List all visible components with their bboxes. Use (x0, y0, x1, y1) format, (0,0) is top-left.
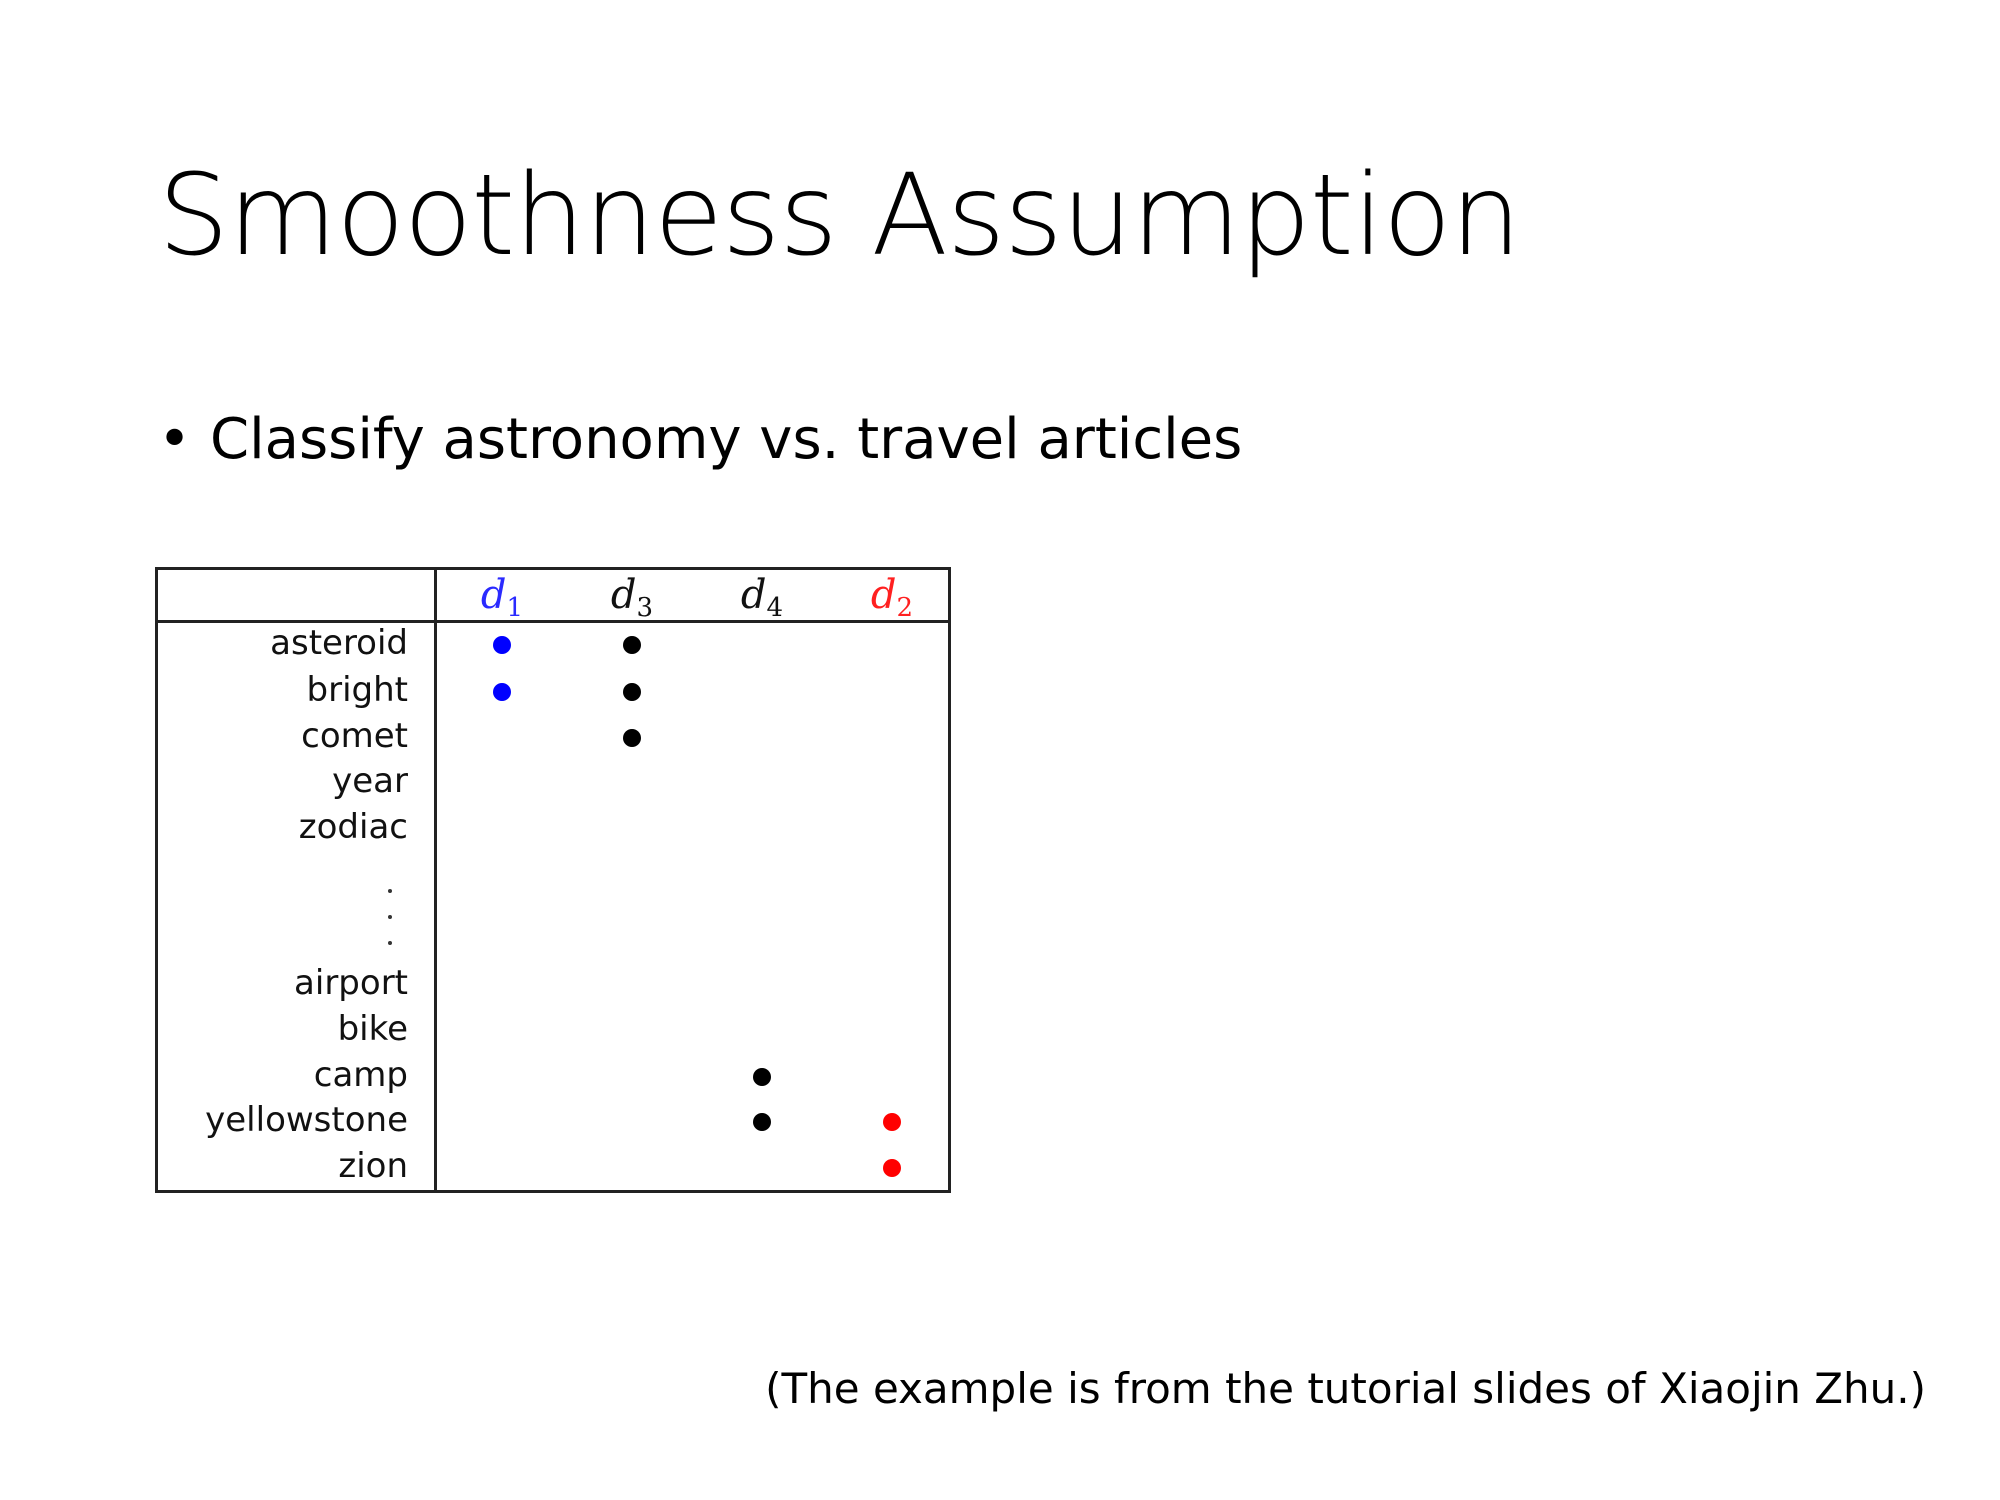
column-header-d1: d1 (472, 572, 532, 631)
column-header-letter: d (480, 572, 507, 618)
occurrence-dot-zion-d2 (883, 1159, 901, 1177)
occurrence-dot-asteroid-d3 (623, 636, 641, 654)
ellipsis-dot (388, 941, 392, 945)
row-label-bright: bright (306, 670, 408, 710)
column-header-d4: d4 (732, 572, 792, 631)
column-header-subscript: 3 (636, 593, 654, 623)
slide-title: Smoothness Assumption (158, 151, 1521, 281)
column-header-subscript: 2 (896, 593, 914, 623)
ellipsis-dot (388, 889, 392, 893)
column-header-letter: d (870, 572, 897, 618)
bullet-item: • Classify astronomy vs. travel articles (158, 412, 1242, 468)
row-label-bike: bike (337, 1009, 408, 1049)
row-label-zodiac: zodiac (298, 807, 408, 847)
ellipsis-dot (388, 915, 392, 919)
row-label-yellowstone: yellowstone (205, 1100, 408, 1140)
row-label-zion: zion (338, 1146, 408, 1186)
occurrence-dot-yellowstone-d2 (883, 1113, 901, 1131)
row-label-year: year (332, 761, 408, 801)
column-header-subscript: 4 (766, 593, 784, 623)
row-label-comet: comet (301, 716, 408, 756)
column-header-letter: d (740, 572, 767, 618)
column-divider (434, 570, 437, 1190)
term-document-table: d1 d3 d4 d2 asteroid bright comet year zodiac air… (155, 567, 951, 1193)
column-header-subscript: 1 (506, 593, 524, 623)
footnote: (The example is from the tutorial slides… (765, 1364, 1926, 1413)
bullet-marker: • (158, 407, 192, 472)
row-label-camp: camp (313, 1055, 408, 1095)
occurrence-dot-bright-d3 (623, 683, 641, 701)
bullet-text: Classify astronomy vs. travel articles (210, 407, 1243, 472)
column-header-letter: d (610, 572, 637, 618)
occurrence-dot-bright-d1 (493, 683, 511, 701)
row-label-asteroid: asteroid (270, 623, 408, 663)
row-label-airport: airport (294, 963, 408, 1003)
header-divider (158, 620, 948, 623)
occurrence-dot-comet-d3 (623, 729, 641, 747)
column-header-d3: d3 (602, 572, 662, 631)
column-header-d2: d2 (862, 572, 922, 631)
occurrence-dot-camp-d4 (753, 1068, 771, 1086)
occurrence-dot-yellowstone-d4 (753, 1113, 771, 1131)
occurrence-dot-asteroid-d1 (493, 636, 511, 654)
